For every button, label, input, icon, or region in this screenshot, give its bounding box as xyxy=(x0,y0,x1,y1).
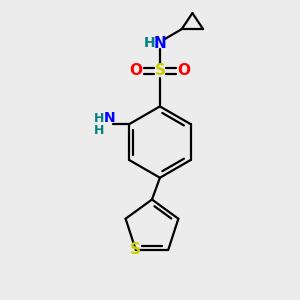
Text: S: S xyxy=(154,63,165,78)
Text: O: O xyxy=(177,63,190,78)
Text: N: N xyxy=(154,35,166,50)
Text: H: H xyxy=(94,124,104,137)
Text: H: H xyxy=(94,112,104,125)
Text: O: O xyxy=(130,63,142,78)
Text: S: S xyxy=(130,242,141,257)
Text: H: H xyxy=(144,36,156,50)
Text: N: N xyxy=(103,111,115,125)
